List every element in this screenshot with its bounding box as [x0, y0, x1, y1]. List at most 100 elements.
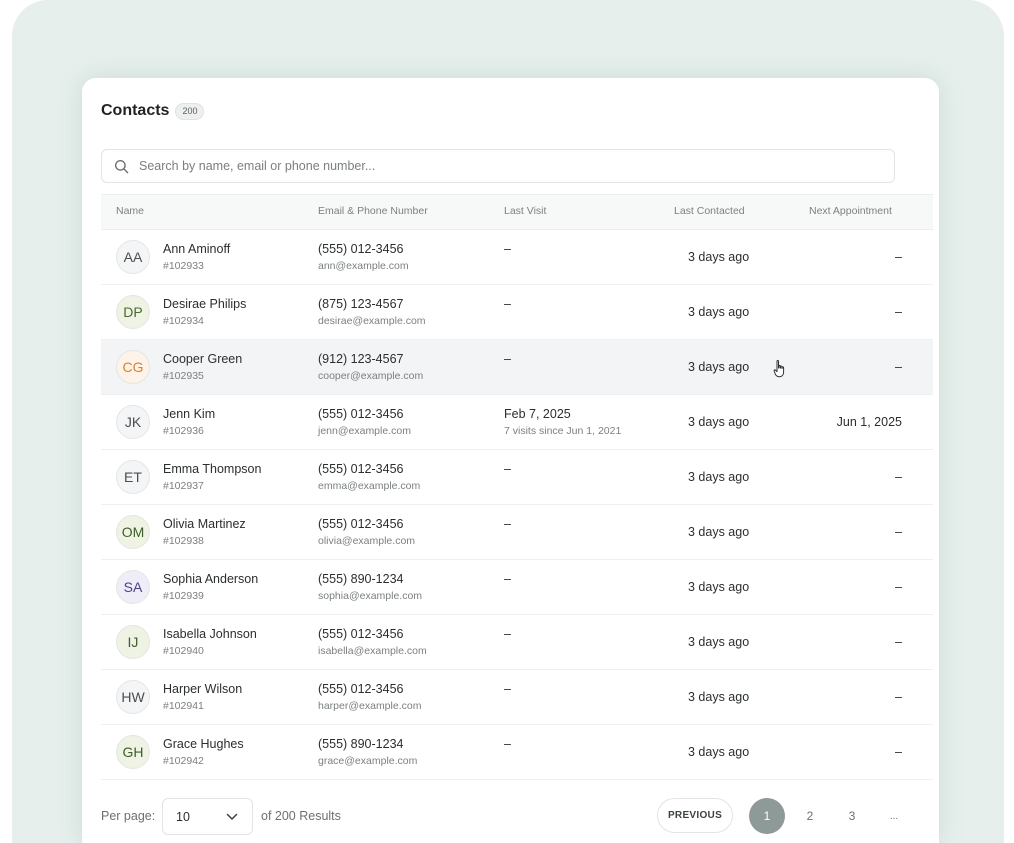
- table-row[interactable]: HW Harper Wilson #102941 (555) 012-3456 harp…: [101, 670, 933, 725]
- next-appointment: –: [895, 580, 902, 594]
- next-appointment: –: [895, 745, 902, 759]
- contact-phone: (555) 012-3456: [318, 627, 404, 641]
- results-count: of 200 Results: [261, 809, 341, 823]
- search-icon: [114, 159, 129, 173]
- last-contacted: 3 days ago: [688, 470, 750, 484]
- last-visit: –: [504, 737, 511, 751]
- next-appointment: –: [895, 305, 902, 319]
- contact-phone: (555) 890-1234: [318, 572, 404, 586]
- contact-phone: (912) 123-4567: [318, 352, 404, 366]
- table-row[interactable]: SA Sophia Anderson #102939 (555) 890-1234 so…: [101, 560, 933, 615]
- search-input[interactable]: [137, 158, 861, 174]
- last-contacted: 3 days ago: [688, 745, 750, 759]
- contact-id: #102942: [163, 755, 204, 767]
- contacts-table: Name Email & Phone Number Last Visit Las…: [101, 194, 933, 780]
- table-row[interactable]: GH Grace Hughes #102942 (555) 890-1234 grace…: [101, 725, 933, 780]
- avatar: DP: [116, 295, 150, 329]
- table-header: Name Email & Phone Number Last Visit Las…: [101, 194, 933, 230]
- table-body: AA Ann Aminoff #102933 (555) 012-3456 ann@ex…: [101, 230, 933, 780]
- last-visit: –: [504, 297, 511, 311]
- contact-email: harper@example.com: [318, 700, 422, 712]
- contact-name[interactable]: Jenn Kim: [163, 407, 216, 421]
- table-row[interactable]: OM Olivia Martinez #102938 (555) 012-3456 ol…: [101, 505, 933, 560]
- avatar: HW: [116, 680, 150, 714]
- contact-id: #102939: [163, 590, 204, 602]
- contact-id: #102935: [163, 370, 204, 382]
- contact-name[interactable]: Grace Hughes: [163, 737, 244, 751]
- contact-phone: (555) 012-3456: [318, 462, 404, 476]
- contact-name[interactable]: Emma Thompson: [163, 462, 262, 476]
- contact-phone: (875) 123-4567: [318, 297, 404, 311]
- table-row[interactable]: AA Ann Aminoff #102933 (555) 012-3456 ann@ex…: [101, 230, 933, 285]
- contact-email: sophia@example.com: [318, 590, 423, 602]
- contact-phone: (555) 012-3456: [318, 517, 404, 531]
- last-visit-detail: 7 visits since Jun 1, 2021: [504, 425, 622, 437]
- contact-email: jenn@example.com: [318, 425, 411, 437]
- contact-name[interactable]: Olivia Martinez: [163, 517, 246, 531]
- column-header-last-visit[interactable]: Last Visit: [504, 205, 547, 217]
- next-appointment: –: [895, 360, 902, 374]
- last-contacted: 3 days ago: [688, 690, 750, 704]
- avatar: ET: [116, 460, 150, 494]
- avatar: CG: [116, 350, 150, 384]
- contact-email: olivia@example.com: [318, 535, 416, 547]
- contact-id: #102937: [163, 480, 204, 492]
- pagination: Per page: 10 of 200 Results PREVIOUS 1 2…: [101, 798, 921, 835]
- next-appointment: –: [895, 635, 902, 649]
- avatar: OM: [116, 515, 150, 549]
- last-contacted: 3 days ago: [688, 415, 750, 429]
- contact-email: desirae@example.com: [318, 315, 426, 327]
- contact-email: grace@example.com: [318, 755, 418, 767]
- contact-email: ann@example.com: [318, 260, 409, 272]
- avatar: AA: [116, 240, 150, 274]
- page-2-button[interactable]: 2: [806, 809, 814, 823]
- column-header-last-contacted[interactable]: Last Contacted: [674, 205, 745, 217]
- contact-id: #102933: [163, 260, 204, 272]
- table-row[interactable]: IJ Isabella Johnson #102940 (555) 012-3456 i…: [101, 615, 933, 670]
- contact-id: #102934: [163, 315, 204, 327]
- table-row[interactable]: ET Emma Thompson #102937 (555) 012-3456 emma…: [101, 450, 933, 505]
- per-page-select[interactable]: 10: [162, 798, 253, 835]
- last-contacted: 3 days ago: [688, 360, 750, 374]
- contact-name[interactable]: Ann Aminoff: [163, 242, 231, 256]
- per-page-label: Per page:: [101, 809, 156, 823]
- last-visit: –: [504, 352, 511, 366]
- page-1-button[interactable]: 1: [749, 798, 785, 834]
- chevron-down-icon: [226, 813, 238, 820]
- last-contacted: 3 days ago: [688, 250, 750, 264]
- search-bar[interactable]: [101, 149, 895, 183]
- page-ellipsis: ...: [889, 810, 899, 822]
- last-visit: –: [504, 462, 511, 476]
- page-3-button[interactable]: 3: [848, 809, 856, 823]
- contact-name[interactable]: Isabella Johnson: [163, 627, 257, 641]
- header: Contacts 200: [101, 102, 205, 120]
- contact-name[interactable]: Cooper Green: [163, 352, 243, 366]
- column-header-next-appointment[interactable]: Next Appointment: [809, 205, 892, 217]
- next-appointment: Jun 1, 2025: [836, 415, 902, 429]
- table-row[interactable]: JK Jenn Kim #102936 (555) 012-3456 jenn@exam…: [101, 395, 933, 450]
- contacts-card: Contacts 200 Name Email & Phone Number L…: [82, 78, 939, 843]
- last-contacted: 3 days ago: [688, 305, 750, 319]
- contact-name[interactable]: Desirae Philips: [163, 297, 247, 311]
- contact-id: #102941: [163, 700, 204, 712]
- last-contacted: 3 days ago: [688, 635, 750, 649]
- column-header-name[interactable]: Name: [116, 205, 145, 217]
- last-visit: –: [504, 682, 511, 696]
- contact-name[interactable]: Sophia Anderson: [163, 572, 259, 586]
- previous-button[interactable]: PREVIOUS: [657, 798, 733, 833]
- last-contacted: 3 days ago: [688, 580, 750, 594]
- column-header-email-phone[interactable]: Email & Phone Number: [318, 205, 428, 217]
- count-badge: 200: [175, 102, 205, 120]
- last-visit: –: [504, 627, 511, 641]
- contact-id: #102938: [163, 535, 204, 547]
- avatar: IJ: [116, 625, 150, 659]
- contact-phone: (555) 012-3456: [318, 682, 404, 696]
- last-visit: –: [504, 517, 511, 531]
- contact-name[interactable]: Harper Wilson: [163, 682, 243, 696]
- per-page-value: 10: [176, 810, 190, 824]
- table-row[interactable]: CG Cooper Green #102935 (912) 123-4567 coope…: [101, 340, 933, 395]
- contact-phone: (555) 890-1234: [318, 737, 404, 751]
- last-visit: Feb 7, 2025: [504, 407, 571, 421]
- avatar: JK: [116, 405, 150, 439]
- table-row[interactable]: DP Desirae Philips #102934 (875) 123-4567 de…: [101, 285, 933, 340]
